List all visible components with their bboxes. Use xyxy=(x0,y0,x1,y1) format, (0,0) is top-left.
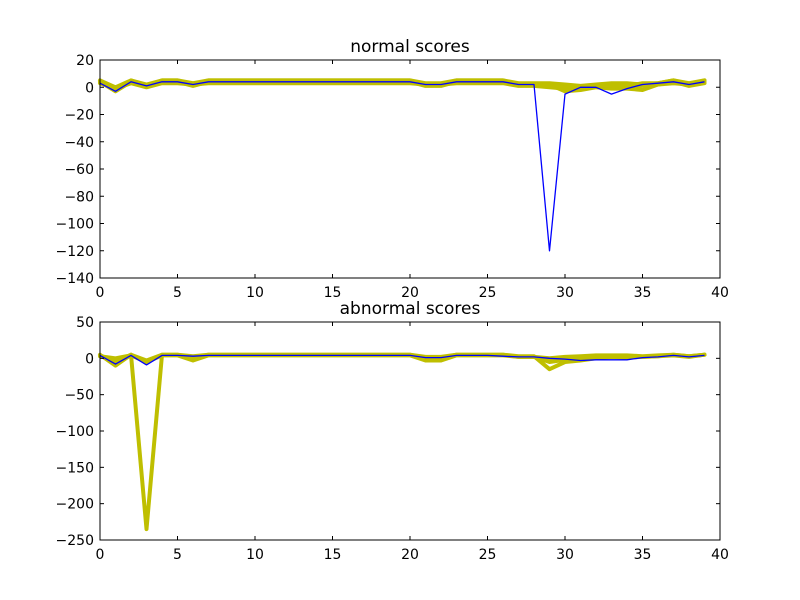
x-tick-label: 10 xyxy=(246,285,264,301)
y-tick-label: −200 xyxy=(56,497,94,513)
x-tick-label: 0 xyxy=(96,285,105,301)
x-tick-label: 30 xyxy=(556,547,574,563)
plot-area xyxy=(98,352,707,532)
subplot-abnormal-scores: abnormal scores 0 5 10 15 20 25 30 35 40 50 0 −50 −1… xyxy=(56,299,729,563)
x-tick-label: 20 xyxy=(401,547,419,563)
x-tick-label: 40 xyxy=(711,285,729,301)
y-tick-label: 50 xyxy=(76,315,94,331)
y-tick-label: −250 xyxy=(56,533,94,549)
test-line xyxy=(99,354,705,366)
y-tick-label: 20 xyxy=(76,53,94,69)
y-tick-label: −80 xyxy=(64,189,94,205)
y-tick-label: −50 xyxy=(64,388,94,404)
y-tick-label: −120 xyxy=(56,244,94,260)
x-tick-label: 25 xyxy=(479,547,497,563)
y-tick-label: −100 xyxy=(56,217,94,233)
y-tick-label: −150 xyxy=(56,460,94,476)
x-tick-label: 25 xyxy=(479,285,497,301)
subplot-normal-scores: normal scores 0 5 10 15 20 25 30 35 40 20 0 −20 −40 −… xyxy=(56,37,729,301)
y-tick-label: −140 xyxy=(56,271,94,287)
x-tick-label: 20 xyxy=(401,285,419,301)
x-tick-label: 35 xyxy=(634,547,652,563)
x-tick-label: 15 xyxy=(324,547,342,563)
chart-title: abnormal scores xyxy=(340,299,481,319)
x-tick-label: 5 xyxy=(173,285,182,301)
x-tick-label: 30 xyxy=(556,285,574,301)
y-tick-label: −40 xyxy=(64,135,94,151)
x-tick-label: 10 xyxy=(246,547,264,563)
x-tick-label: 0 xyxy=(96,547,105,563)
y-tick-label: −60 xyxy=(64,162,94,178)
y-tick-label: 0 xyxy=(85,80,94,96)
chart-title: normal scores xyxy=(350,37,470,57)
axis-ticks: 0 5 10 15 20 25 30 35 40 20 0 −20 −40 −60 −80 −100 −120 −… xyxy=(56,53,729,301)
y-tick-label: 0 xyxy=(85,351,94,367)
plot-area xyxy=(98,78,707,252)
x-tick-label: 35 xyxy=(634,285,652,301)
x-tick-label: 5 xyxy=(173,547,182,563)
reference-line-4 xyxy=(98,78,707,92)
y-tick-label: −100 xyxy=(56,424,94,440)
y-tick-label: −20 xyxy=(64,108,94,124)
test-line xyxy=(99,81,705,252)
x-tick-label: 15 xyxy=(324,285,342,301)
axis-ticks: 0 5 10 15 20 25 30 35 40 50 0 −50 −100 −150 −200 −250 xyxy=(56,315,729,563)
x-tick-label: 40 xyxy=(711,547,729,563)
